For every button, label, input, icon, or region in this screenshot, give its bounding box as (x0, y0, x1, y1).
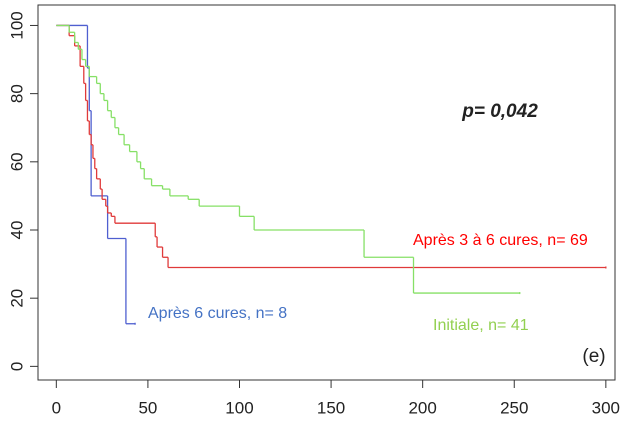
x-tick-label: 250 (500, 398, 528, 417)
x-tick-label: 150 (317, 398, 345, 417)
panel-label: (e) (582, 346, 605, 367)
x-tick-label: 50 (138, 398, 157, 417)
y-tick-label: 60 (7, 152, 26, 171)
y-tick-label: 40 (7, 221, 26, 240)
y-tick-label: 20 (7, 289, 26, 308)
series-label: Initiale, n= 41 (433, 317, 529, 334)
y-tick-label: 0 (7, 362, 26, 371)
y-tick-label: 100 (7, 11, 26, 39)
x-tick-label: 200 (408, 398, 436, 417)
x-tick-label: 0 (52, 398, 61, 417)
series-label: Après 3 à 6 cures, n= 69 (413, 232, 588, 249)
series-label: Après 6 cures, n= 8 (148, 305, 287, 322)
x-tick-label: 300 (592, 398, 620, 417)
x-tick-label: 100 (225, 398, 253, 417)
plot-frame (37, 4, 616, 381)
p-value: p= 0,042 (461, 101, 538, 122)
y-tick-label: 80 (7, 84, 26, 103)
